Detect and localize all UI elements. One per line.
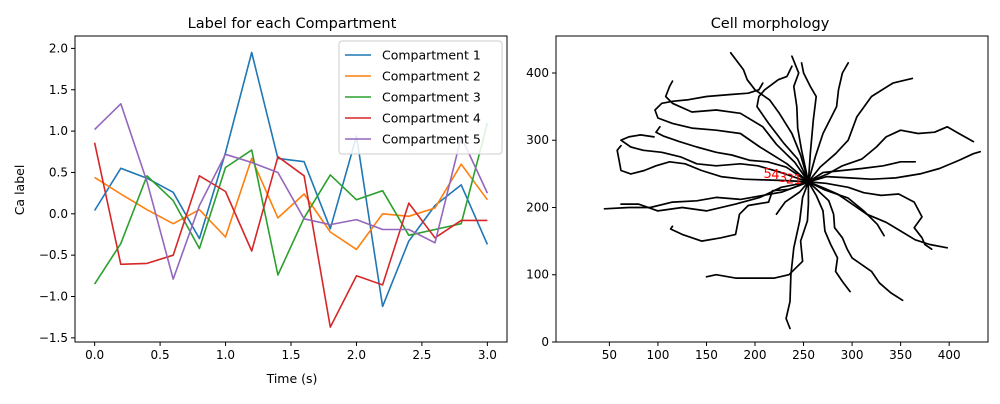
dendrite-branch [705, 181, 810, 279]
x-tick-label: 0.0 [85, 348, 104, 362]
dendrite-branch [664, 80, 810, 183]
y-tick-label: 1.0 [49, 124, 68, 138]
dendrite-branch [785, 181, 810, 330]
series-line-2 [94, 157, 489, 251]
y-tick-label: 0.5 [49, 165, 68, 179]
y-tick-label: 300 [526, 133, 549, 147]
dendrite-branch [775, 181, 810, 216]
dendrite-branch [800, 62, 818, 183]
dendrite-branch [807, 181, 885, 237]
dendrite-branch [616, 144, 810, 183]
legend: Compartment 1 Compartment 2 Compartment 3 C… [338, 40, 503, 155]
compartment-label: 2 [786, 172, 794, 187]
legend-label: Compartment 4 [382, 111, 481, 126]
y-tick-label: 1.5 [49, 83, 68, 97]
series-line-5 [94, 103, 489, 280]
dendrite-branch [807, 160, 917, 183]
plot-frame [555, 35, 989, 343]
dendrite-branch [729, 51, 810, 183]
dendrite-branch [807, 150, 982, 183]
chart-title: Label for each Compartment [188, 16, 397, 32]
dendrite-branch [669, 181, 810, 242]
x-tick-label: 250 [792, 348, 815, 362]
dendrite-branch [655, 125, 810, 183]
plot-frame [74, 35, 508, 343]
dendrite-branch [756, 65, 810, 183]
dendrite-branch [807, 77, 914, 183]
dendrite-branches [603, 51, 982, 330]
dendrite-branch [807, 62, 850, 183]
y-tick-label: −0.5 [39, 248, 68, 262]
y-axis-label: Ca label [12, 165, 27, 216]
x-tick-label: 350 [889, 348, 912, 362]
y-tick-label: 200 [526, 200, 549, 214]
compartment-label: 3 [779, 171, 787, 186]
dendrite-branch [807, 125, 975, 183]
x-tick-label: 50 [602, 348, 617, 362]
x-tick-label: 100 [646, 348, 669, 362]
axis-ticks: 0.0 0.5 1.0 1.5 2.0 2.5 3.0 −1.5 −1.0 −0.5 0.0 0.5 1… [39, 41, 497, 362]
x-tick-label: 3.0 [478, 348, 497, 362]
compartment-label: 1 [794, 173, 802, 188]
x-tick-label: 400 [938, 348, 961, 362]
dendrite-branch [807, 181, 949, 249]
x-tick-label: 2.5 [412, 348, 431, 362]
x-tick-label: 1.5 [281, 348, 300, 362]
series-lines [93, 51, 489, 328]
legend-label: Compartment 3 [382, 90, 481, 105]
y-tick-label: 400 [526, 66, 549, 80]
legend-box [338, 40, 503, 155]
y-tick-label: 2.0 [49, 41, 68, 55]
y-tick-label: 0 [541, 335, 549, 349]
axis-ticks: 50 100 150 200 250 300 350 400 0 100 200 300 400 [526, 66, 961, 362]
dendrite-branch [807, 181, 904, 302]
y-tick-label: −1.5 [39, 331, 68, 345]
compartment-label: 4 [771, 168, 779, 183]
series-line-1 [93, 51, 489, 308]
legend-label: Compartment 1 [382, 48, 481, 63]
dendrite-branch [654, 82, 810, 183]
dendrite-branch [807, 181, 851, 293]
legend-label: Compartment 2 [382, 69, 481, 84]
y-tick-label: −1.0 [39, 290, 68, 304]
chart-title: Cell morphology [711, 16, 830, 32]
y-tick-label: 100 [526, 268, 549, 282]
x-tick-label: 1.0 [216, 348, 235, 362]
compartment-label: 5 [763, 167, 771, 182]
x-tick-label: 300 [841, 348, 864, 362]
x-axis-label: Time (s) [266, 371, 318, 386]
x-tick-label: 2.0 [347, 348, 366, 362]
dendrite-branch [807, 181, 933, 251]
dendrite-branch [620, 134, 810, 183]
x-tick-label: 150 [695, 348, 718, 362]
series-line-3 [93, 122, 489, 285]
dendrite-branch [620, 181, 810, 212]
legend-label: Compartment 5 [382, 132, 481, 147]
dendrite-branch [603, 181, 810, 210]
y-tick-label: 0.0 [49, 207, 68, 221]
line-chart: Label for each Compartment Time (s) Ca l… [12, 16, 508, 386]
dendrite-branch [791, 55, 810, 183]
x-tick-label: 0.5 [151, 348, 170, 362]
series-line-4 [93, 142, 488, 328]
x-tick-label: 200 [744, 348, 767, 362]
